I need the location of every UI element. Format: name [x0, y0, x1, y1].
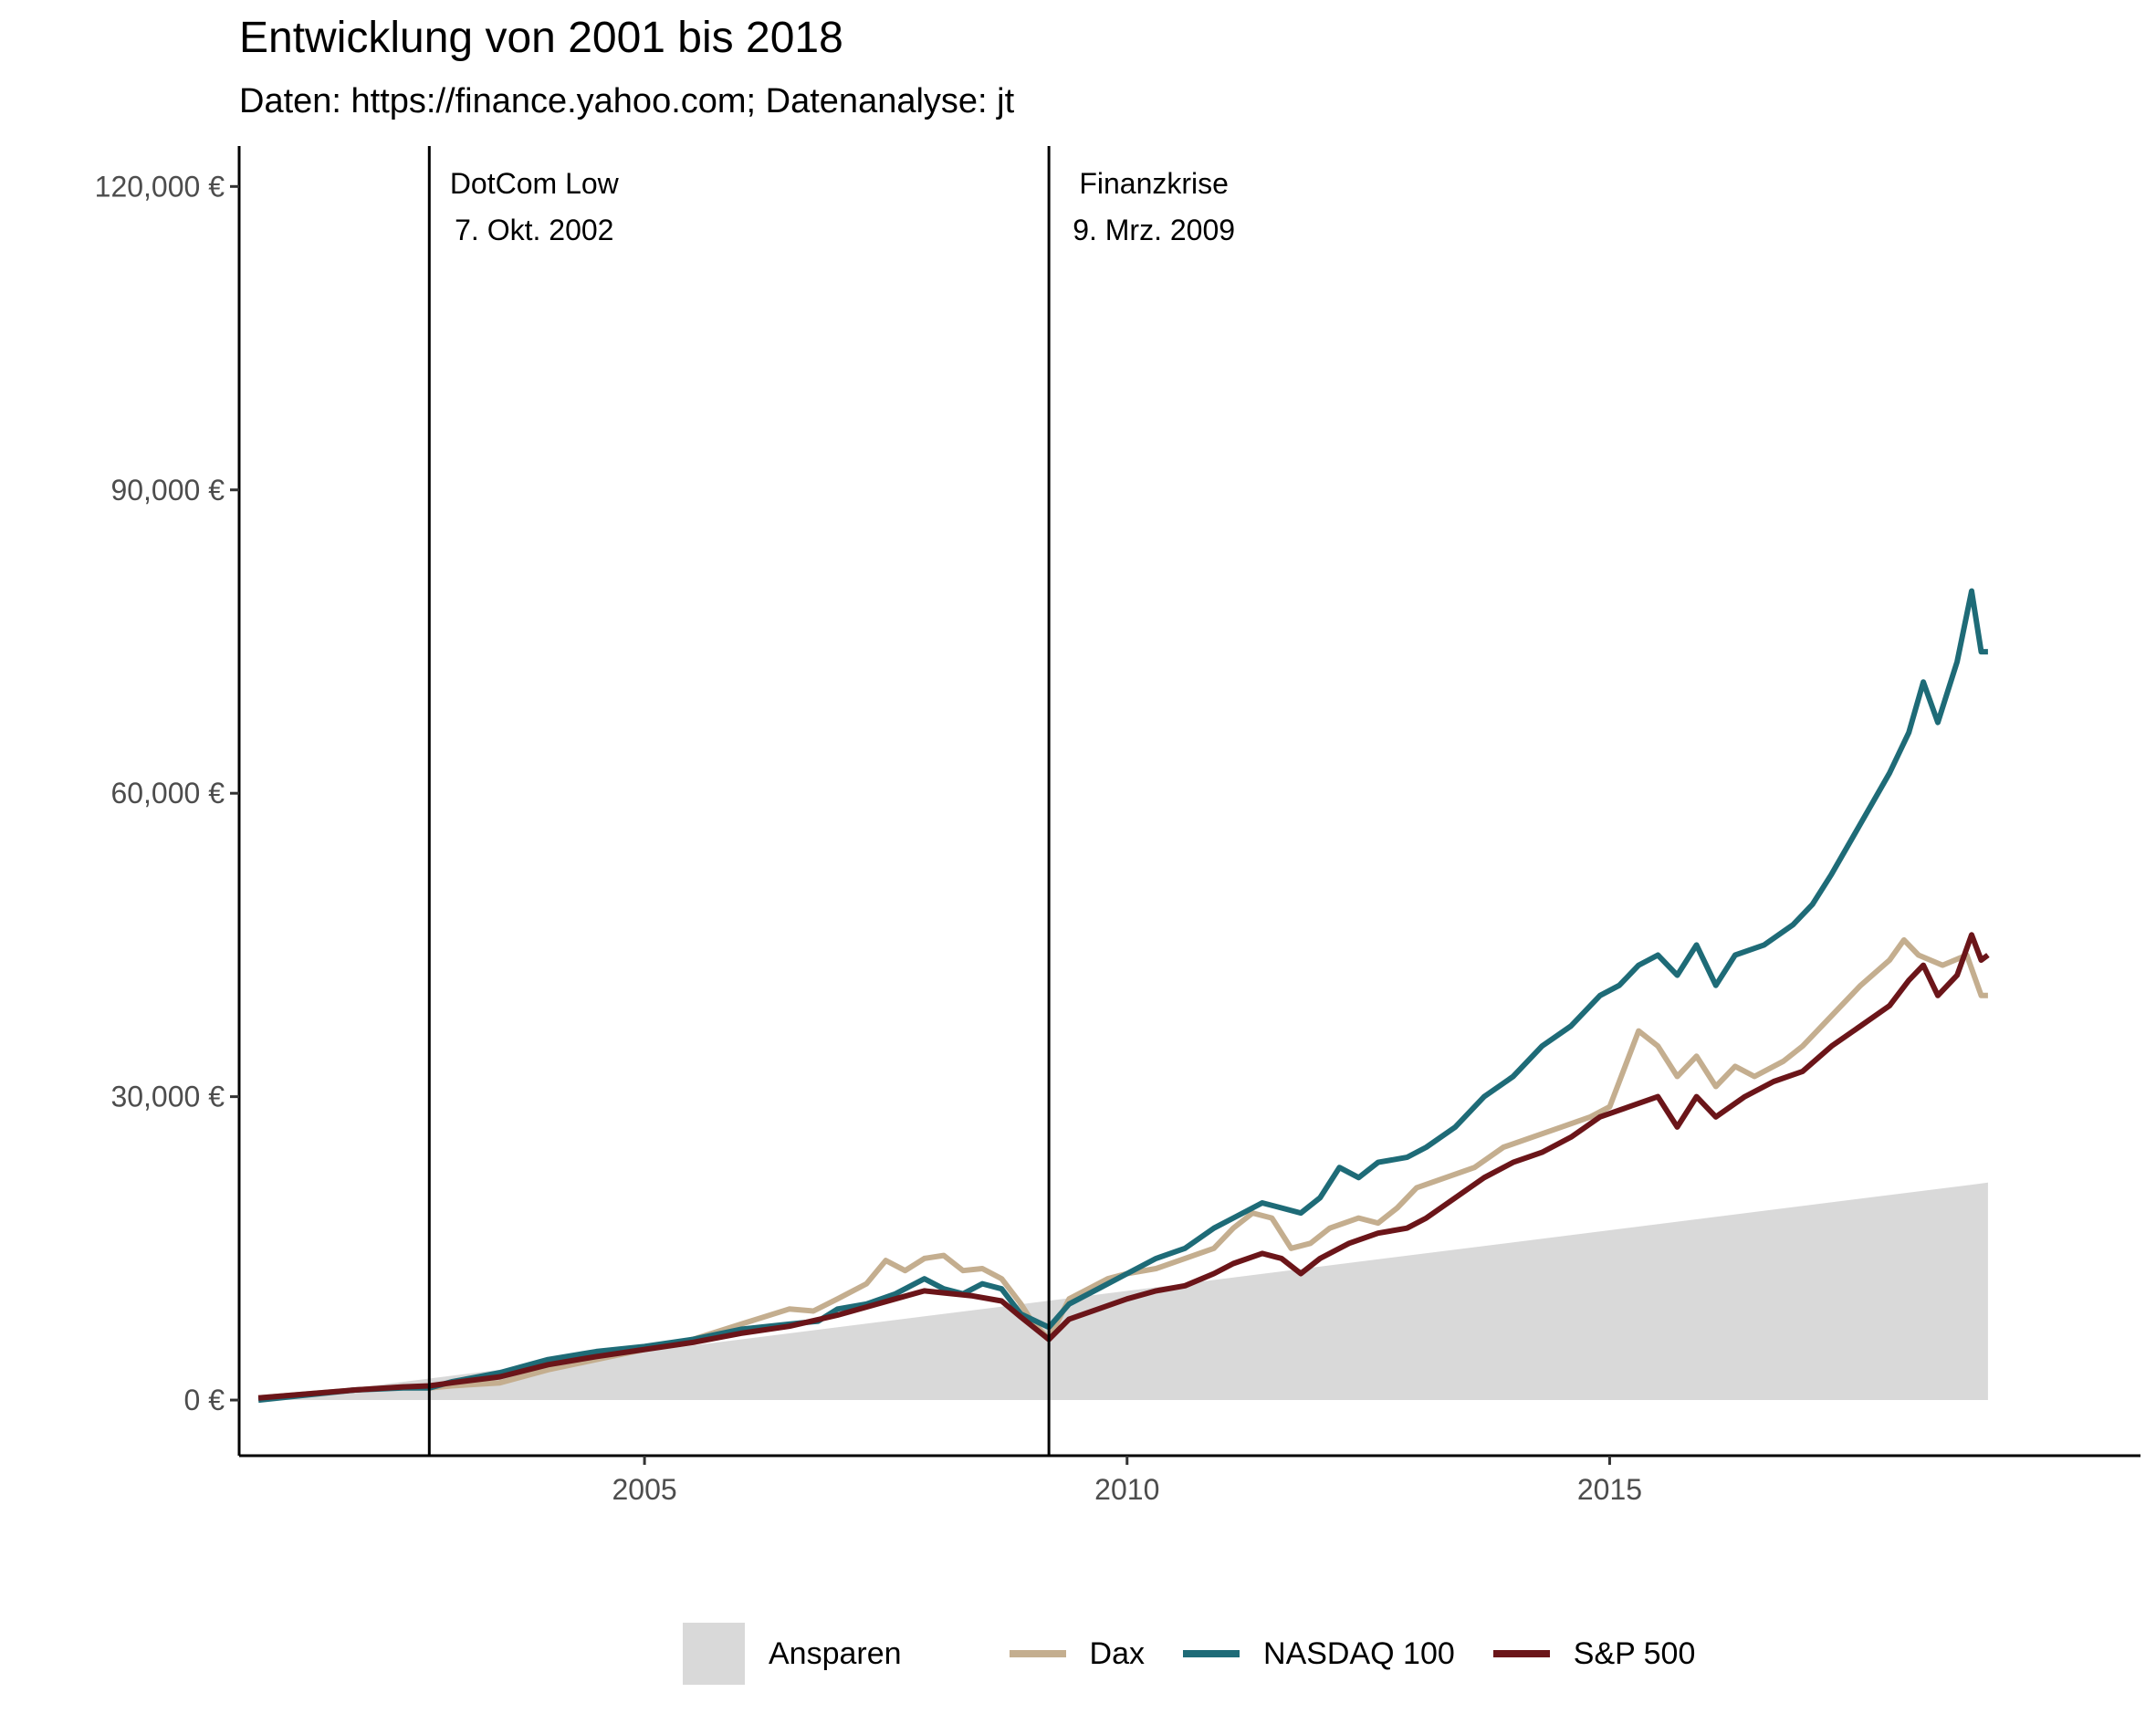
series-line-nasdaq-100: [257, 588, 1988, 1404]
y-tick-label: 90,000 €: [110, 474, 225, 507]
x-tick-label: 2005: [612, 1473, 676, 1506]
legend-key-sp500: [1492, 1650, 1550, 1657]
area-ansparen: [258, 1182, 1988, 1401]
y-tick-label: 30,000 €: [110, 1081, 225, 1113]
annotation-title-1: DotCom Low: [450, 167, 620, 200]
y-tick-label: 120,000 €: [95, 170, 225, 203]
y-tick-label: 60,000 €: [110, 777, 225, 810]
x-tick-label: 2015: [1577, 1473, 1642, 1506]
annotation-date-2: 9. Mrz. 2009: [1073, 214, 1235, 246]
legend-item-nasdaq: NASDAQ 100: [1183, 1636, 1455, 1672]
series-line-s-p-500: [257, 932, 1990, 1401]
legend-key-ansparen: [683, 1623, 745, 1685]
legend-label-sp500: S&P 500: [1573, 1635, 1696, 1671]
chart-subtitle: Daten: https://finance.yahoo.com; Datena…: [239, 82, 1015, 120]
annotation-title-2: Finanzkrise: [1079, 167, 1229, 200]
legend-key-nasdaq: [1183, 1650, 1240, 1657]
chart-legend: Ansparen Dax NASDAQ 100 S&P 500: [683, 1622, 1695, 1686]
y-tick-label: 0 €: [184, 1384, 225, 1416]
chart-title: Entwicklung von 2001 bis 2018: [239, 14, 843, 62]
annotation-date-1: 7. Okt. 2002: [455, 214, 613, 246]
legend-label-nasdaq: NASDAQ 100: [1263, 1635, 1455, 1671]
legend-item-dax: Dax: [1009, 1635, 1146, 1672]
legend-label-ansparen: Ansparen: [769, 1635, 902, 1671]
x-tick-label: 2010: [1094, 1473, 1159, 1506]
legend-item-sp500: S&P 500: [1492, 1635, 1696, 1672]
legend-key-dax: [1009, 1650, 1066, 1657]
series-line-dax: [257, 936, 1988, 1401]
legend-item-ansparen: Ansparen: [683, 1623, 902, 1685]
legend-label-dax: Dax: [1089, 1635, 1146, 1671]
